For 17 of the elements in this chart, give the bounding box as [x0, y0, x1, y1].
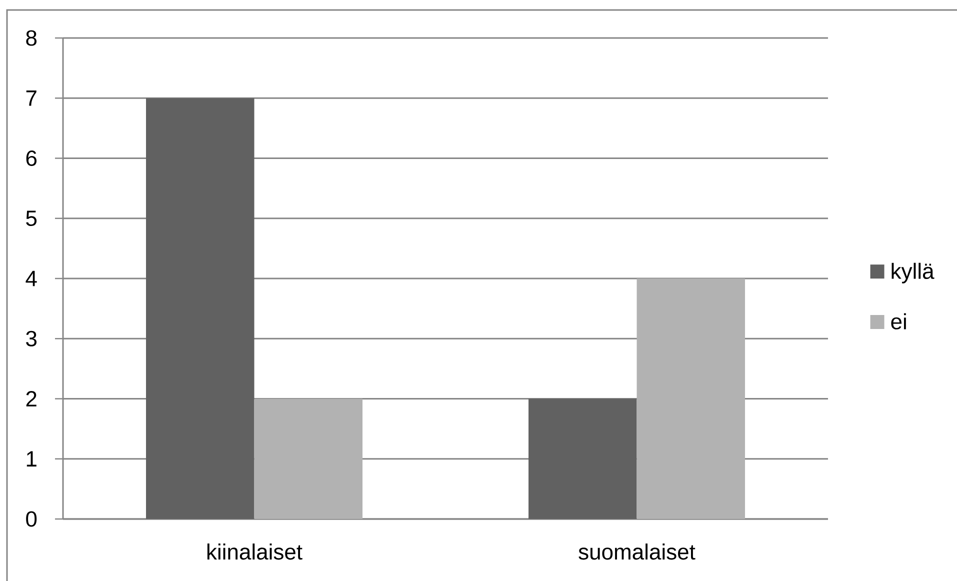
legend-label: ei: [891, 313, 906, 330]
x-tick-label: suomalaiset: [578, 544, 696, 560]
y-tick-label: 6: [26, 150, 37, 166]
y-tick-label: 8: [26, 30, 37, 46]
y-tick-label: 7: [26, 90, 36, 106]
y-tick-label: 0: [26, 511, 37, 527]
x-tick-label: kiinalaiset: [207, 544, 302, 560]
bar: [146, 98, 254, 519]
y-tick-label: 3: [26, 330, 37, 346]
legend-label: kyllä: [892, 262, 934, 284]
y-tick-label: 2: [26, 391, 36, 406]
y-tick-label: 5: [26, 210, 37, 226]
y-tick-label: 1: [26, 451, 36, 466]
y-tick-label: 4: [26, 270, 37, 286]
bar: [636, 278, 746, 519]
bar: [254, 398, 363, 519]
bar: [528, 398, 637, 519]
